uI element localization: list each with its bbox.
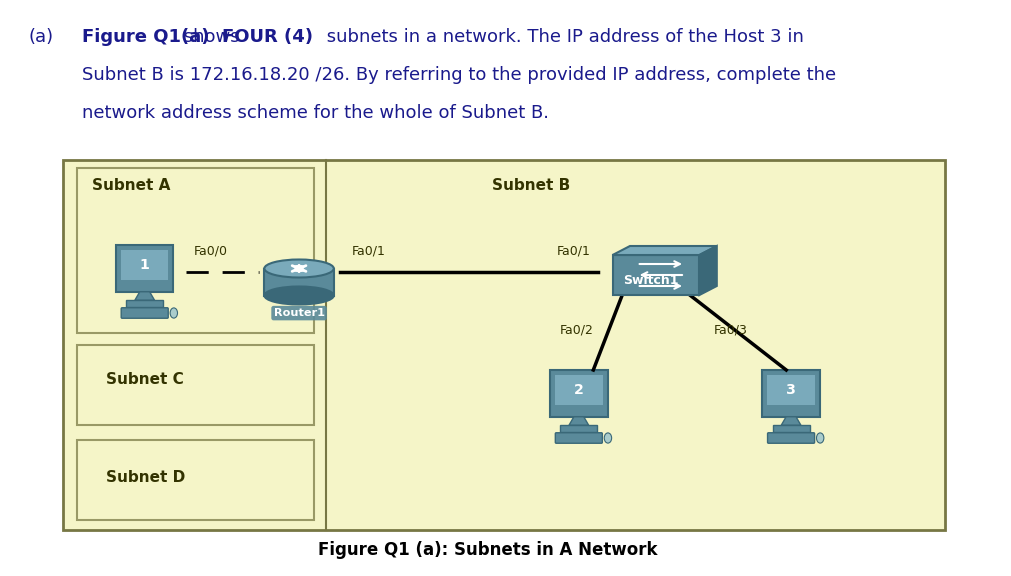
FancyBboxPatch shape xyxy=(766,433,814,444)
FancyBboxPatch shape xyxy=(116,245,173,292)
Polygon shape xyxy=(568,417,588,425)
FancyBboxPatch shape xyxy=(761,370,819,417)
Text: network address scheme for the whole of Subnet B.: network address scheme for the whole of … xyxy=(82,104,548,122)
FancyBboxPatch shape xyxy=(77,440,313,520)
Ellipse shape xyxy=(264,260,334,278)
Text: FOUR (4): FOUR (4) xyxy=(221,28,312,46)
FancyBboxPatch shape xyxy=(560,425,596,432)
Text: Subnet B is 172.16.18.20 /26. By referring to the provided IP address, complete : Subnet B is 172.16.18.20 /26. By referri… xyxy=(82,66,835,84)
FancyBboxPatch shape xyxy=(77,345,313,425)
Ellipse shape xyxy=(264,286,334,305)
Text: Figure Q1 (a): Subnets in A Network: Figure Q1 (a): Subnets in A Network xyxy=(318,541,657,559)
Polygon shape xyxy=(134,292,155,300)
Ellipse shape xyxy=(816,433,823,443)
Text: Fa0/0: Fa0/0 xyxy=(193,245,227,258)
Text: Fa0/1: Fa0/1 xyxy=(352,245,385,258)
Text: subnets in a network. The IP address of the Host 3 in: subnets in a network. The IP address of … xyxy=(320,28,804,46)
Polygon shape xyxy=(264,268,334,295)
Text: (a): (a) xyxy=(29,28,54,46)
Text: Router1: Router1 xyxy=(273,308,325,318)
FancyBboxPatch shape xyxy=(555,433,602,444)
Ellipse shape xyxy=(604,433,611,443)
FancyBboxPatch shape xyxy=(120,250,168,280)
FancyBboxPatch shape xyxy=(77,168,313,333)
Text: Switch1: Switch1 xyxy=(623,275,678,287)
Text: Subnet C: Subnet C xyxy=(106,373,184,388)
Text: 1: 1 xyxy=(140,258,150,272)
Text: Subnet D: Subnet D xyxy=(106,471,185,486)
Polygon shape xyxy=(612,246,716,255)
FancyBboxPatch shape xyxy=(771,425,809,432)
Text: Fa0/1: Fa0/1 xyxy=(556,245,589,258)
Text: Fa0/3: Fa0/3 xyxy=(713,324,747,336)
FancyBboxPatch shape xyxy=(612,255,699,295)
Polygon shape xyxy=(780,417,800,425)
Text: 3: 3 xyxy=(786,383,796,397)
Text: Fa0/2: Fa0/2 xyxy=(559,324,592,336)
FancyBboxPatch shape xyxy=(126,300,163,307)
FancyBboxPatch shape xyxy=(766,375,814,405)
FancyBboxPatch shape xyxy=(63,160,944,530)
FancyBboxPatch shape xyxy=(554,375,602,405)
Polygon shape xyxy=(699,246,716,295)
FancyBboxPatch shape xyxy=(550,370,607,417)
Text: shows: shows xyxy=(178,28,246,46)
Text: 2: 2 xyxy=(573,383,583,397)
Text: Subnet A: Subnet A xyxy=(92,178,170,193)
Text: Figure Q1(a): Figure Q1(a) xyxy=(82,28,209,46)
Text: Subnet B: Subnet B xyxy=(491,178,569,193)
FancyBboxPatch shape xyxy=(121,308,168,319)
Ellipse shape xyxy=(170,308,177,318)
